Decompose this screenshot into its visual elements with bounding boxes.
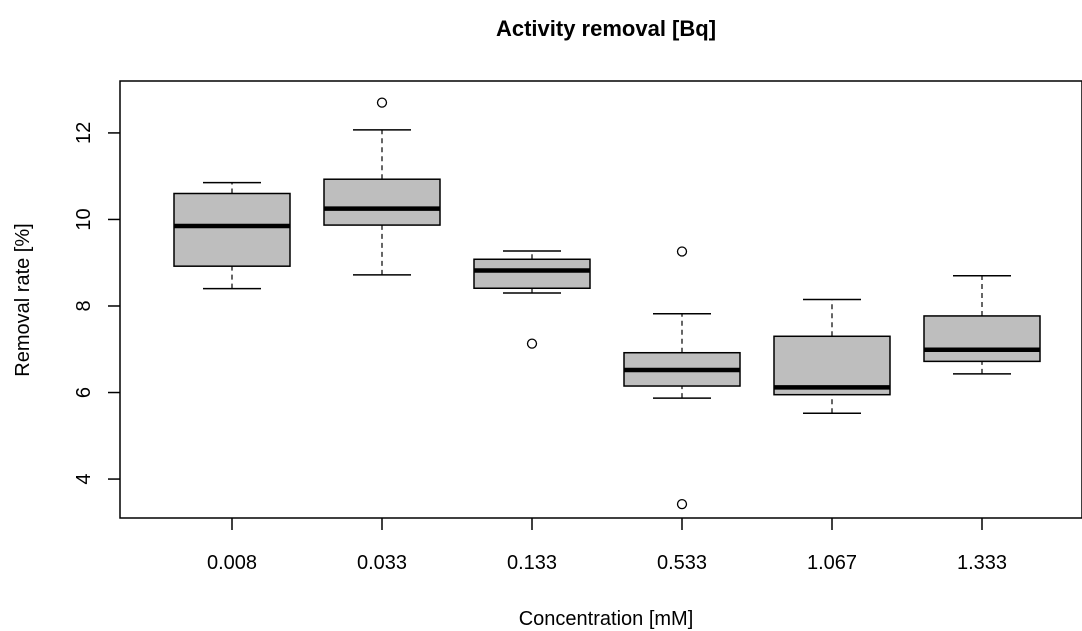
iqr-box — [923, 315, 1041, 363]
x-tick-label: 0.008 — [207, 552, 257, 574]
box-group-1.333 — [923, 274, 1041, 375]
iqr-box — [473, 258, 591, 290]
box-group-0.533 — [623, 246, 741, 510]
x-axis: 0.008 0.033 0.133 0.533 1.067 1.333 — [207, 518, 1007, 574]
box-group-1.067 — [773, 298, 891, 415]
box-group-0.008 — [173, 181, 291, 290]
y-tick-label: 6 — [73, 387, 95, 398]
iqr-box — [173, 192, 291, 267]
outlier-point — [526, 338, 538, 349]
box-group-0.133 — [473, 250, 591, 349]
x-tick-label: 0.533 — [657, 552, 707, 574]
outlier-point — [676, 499, 688, 510]
x-tick-label: 1.067 — [807, 552, 857, 574]
y-tick-label: 8 — [73, 300, 95, 311]
plot-area-frame — [119, 80, 1082, 519]
y-axis-label: Removal rate [%] — [12, 223, 34, 376]
x-axis-label: Concentration [mM] — [519, 608, 694, 630]
chart-title: Activity removal [Bq] — [496, 16, 716, 41]
x-tick-label: 1.333 — [957, 552, 1007, 574]
outlier-point — [676, 246, 688, 257]
iqr-box — [323, 178, 441, 226]
y-tick-label: 12 — [73, 122, 95, 144]
x-tick-label: 0.033 — [357, 552, 407, 574]
outlier-point — [376, 97, 388, 108]
y-tick-label: 10 — [73, 208, 95, 230]
y-axis: 4 6 8 10 12 — [73, 122, 120, 485]
boxes-layer — [173, 97, 1041, 510]
x-tick-label: 0.133 — [507, 552, 557, 574]
y-tick-label: 4 — [73, 473, 95, 484]
box-group-0.033 — [323, 97, 441, 276]
iqr-box — [773, 335, 891, 396]
